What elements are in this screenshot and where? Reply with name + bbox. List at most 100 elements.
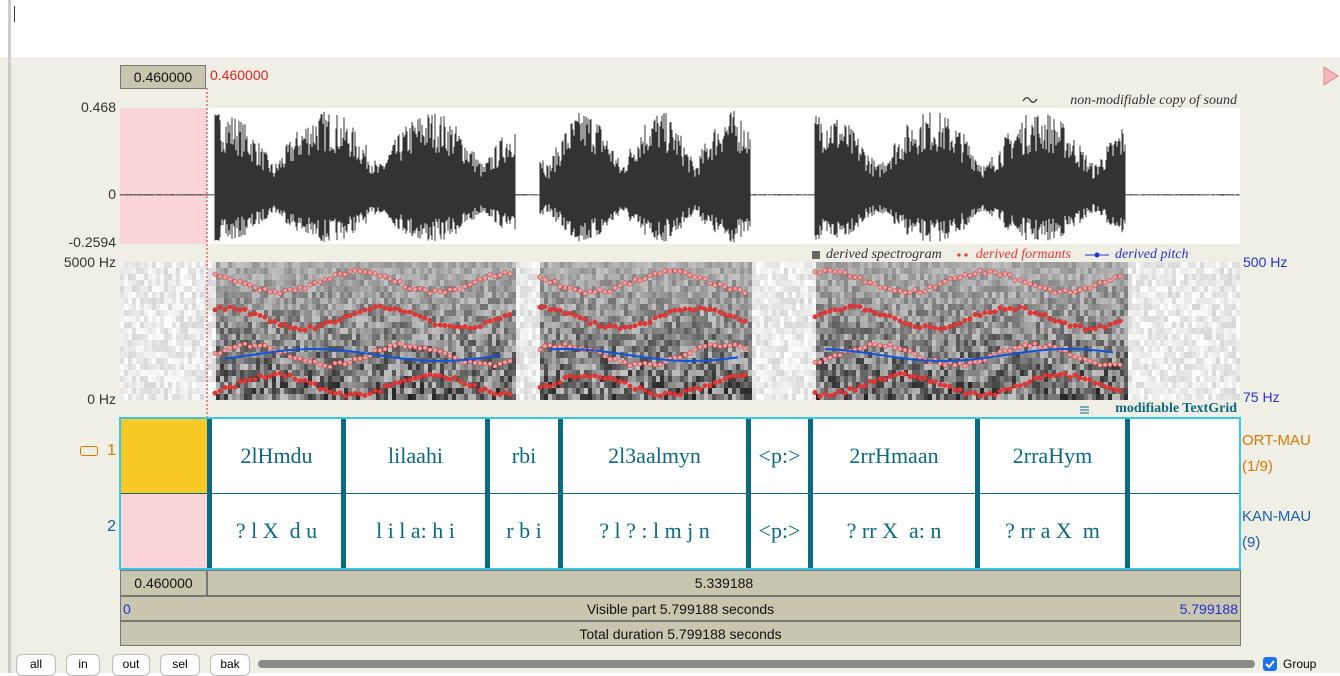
spec-cell bbox=[232, 358, 236, 364]
spec-cell bbox=[764, 346, 768, 352]
spec-cell bbox=[840, 298, 844, 304]
spec-cell bbox=[176, 274, 180, 280]
spec-cell bbox=[592, 310, 596, 316]
spec-cell bbox=[592, 394, 596, 400]
spec-cell bbox=[552, 298, 556, 304]
spec-cell bbox=[660, 298, 664, 304]
spec-cell bbox=[600, 334, 604, 340]
spec-cell bbox=[576, 352, 580, 358]
spec-cell bbox=[816, 322, 820, 328]
spec-cell bbox=[948, 304, 952, 310]
spec-cell bbox=[828, 298, 832, 304]
spec-cell bbox=[164, 382, 168, 388]
spec-cell bbox=[236, 322, 240, 328]
spec-cell bbox=[696, 298, 700, 304]
spec-cell bbox=[408, 352, 412, 358]
spec-cell bbox=[504, 382, 508, 388]
spec-cell bbox=[848, 334, 852, 340]
spec-cell bbox=[636, 370, 640, 376]
spec-cell bbox=[776, 382, 780, 388]
spec-cell bbox=[160, 334, 164, 340]
spec-cell bbox=[124, 346, 128, 352]
spec-cell bbox=[196, 286, 200, 292]
spec-cell bbox=[752, 316, 756, 322]
spec-cell bbox=[612, 280, 616, 286]
spec-cell bbox=[664, 322, 668, 328]
spec-cell bbox=[764, 304, 768, 310]
spec-cell bbox=[752, 268, 756, 274]
spec-cell bbox=[412, 262, 416, 268]
spec-cell bbox=[572, 274, 576, 280]
spec-cell bbox=[200, 376, 204, 382]
spec-cell bbox=[128, 298, 132, 304]
spec-cell bbox=[240, 370, 244, 376]
spec-cell bbox=[512, 388, 516, 394]
spec-cell bbox=[276, 304, 280, 310]
spec-cell bbox=[164, 274, 168, 280]
spec-cell bbox=[516, 394, 520, 400]
spec-cell bbox=[172, 382, 176, 388]
spec-cell bbox=[924, 280, 928, 286]
spec-cell bbox=[756, 352, 760, 358]
spec-cell bbox=[428, 394, 432, 400]
spec-cell bbox=[160, 352, 164, 358]
spec-cell bbox=[572, 322, 576, 328]
spec-cell bbox=[876, 322, 880, 328]
spec-cell bbox=[128, 328, 132, 334]
spec-cell bbox=[408, 328, 412, 334]
spec-cell bbox=[640, 298, 644, 304]
spec-cell bbox=[968, 340, 972, 346]
spec-cell bbox=[280, 298, 284, 304]
spec-cell bbox=[432, 274, 436, 280]
spec-cell bbox=[616, 334, 620, 340]
spec-cell bbox=[628, 310, 632, 316]
spec-cell bbox=[236, 334, 240, 340]
spec-cell bbox=[788, 280, 792, 286]
spec-cell bbox=[336, 340, 340, 346]
spec-cell bbox=[224, 328, 228, 334]
spec-cell bbox=[232, 262, 236, 268]
spec-cell bbox=[796, 322, 800, 328]
spec-cell bbox=[312, 262, 316, 268]
spec-cell bbox=[980, 280, 984, 286]
spec-cell bbox=[764, 388, 768, 394]
spec-cell bbox=[192, 394, 196, 400]
spec-cell bbox=[156, 388, 160, 394]
spec-cell bbox=[316, 310, 320, 316]
spec-cell bbox=[472, 310, 476, 316]
spec-cell bbox=[160, 394, 164, 400]
spec-cell bbox=[688, 322, 692, 328]
spec-cell bbox=[192, 346, 196, 352]
spec-cell bbox=[936, 274, 940, 280]
spec-cell bbox=[868, 346, 872, 352]
spec-cell bbox=[668, 274, 672, 280]
spec-cell bbox=[400, 292, 404, 298]
spec-cell bbox=[776, 346, 780, 352]
spec-cell bbox=[292, 382, 296, 388]
spec-cell bbox=[904, 340, 908, 346]
spec-cell bbox=[752, 394, 756, 400]
spec-cell bbox=[276, 340, 280, 346]
spec-cell bbox=[312, 334, 316, 340]
spec-cell bbox=[776, 292, 780, 298]
spec-cell bbox=[680, 340, 684, 346]
spec-cell bbox=[388, 376, 392, 382]
spec-cell bbox=[384, 394, 388, 400]
spec-cell bbox=[612, 268, 616, 274]
spec-cell bbox=[404, 322, 408, 328]
spec-cell bbox=[820, 292, 824, 298]
spec-cell bbox=[288, 304, 292, 310]
spec-cell bbox=[360, 370, 364, 376]
spec-cell bbox=[680, 316, 684, 322]
spec-cell bbox=[852, 394, 856, 400]
spec-cell bbox=[884, 358, 888, 364]
spec-cell bbox=[488, 292, 492, 298]
spec-cell bbox=[780, 328, 784, 334]
spec-cell bbox=[340, 292, 344, 298]
spec-cell bbox=[244, 262, 248, 268]
spec-cell bbox=[616, 346, 620, 352]
spec-cell bbox=[512, 370, 516, 376]
spec-cell bbox=[648, 376, 652, 382]
spec-cell bbox=[832, 298, 836, 304]
spec-cell bbox=[456, 262, 460, 268]
